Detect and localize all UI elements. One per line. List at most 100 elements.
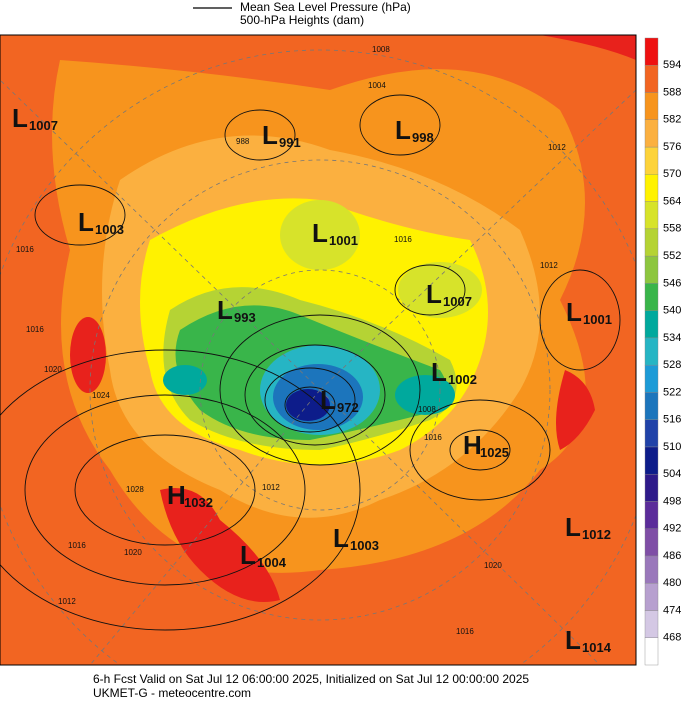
colorbar-box [644,37,659,66]
center-letter: L [565,625,581,655]
contour-label: 1004 [368,81,386,90]
contour-label: 1008 [418,405,436,414]
center-value: 991 [279,135,301,150]
center-letter: L [78,207,94,237]
center-letter: L [240,540,256,570]
colorbar-label: 522 [663,386,681,398]
contour-label: 1016 [424,433,442,442]
contour-label: 1008 [372,45,390,54]
colorbar-box [644,283,659,311]
colorbar-box [644,255,659,284]
colorbar-box [644,392,659,420]
center-value: 972 [337,400,359,415]
colorbar-box [644,555,659,584]
footer-valid: 6-h Fcst Valid on Sat Jul 12 06:00:00 20… [93,672,529,686]
legend-pressure: Mean Sea Level Pressure (hPa) [240,0,411,14]
contour-label: 1016 [394,235,412,244]
colorbar-box [644,146,659,175]
colorbar-label: 534 [663,332,681,344]
contour-label: 1012 [58,597,76,606]
colorbar-box [644,528,659,557]
colorbar-label: 504 [663,468,681,480]
center-letter: L [333,523,349,553]
center-letter: L [12,103,28,133]
colorbar-label: 546 [663,277,681,289]
contour-label: 1024 [92,391,110,400]
center-value: 1003 [350,538,379,553]
colorbar-label: 516 [663,414,681,426]
contour-label: 1012 [262,483,280,492]
center-value: 1002 [448,372,477,387]
colorbar-box [644,119,659,148]
colorbar-box [644,337,659,366]
center-letter: L [312,218,328,248]
center-value: 1001 [329,233,358,248]
center-letter: L [426,279,442,309]
colorbar-box [644,201,659,230]
footer-source: UKMET-G - meteocentre.com [93,686,251,700]
colorbar-box [644,228,659,257]
colorbar-label: 474 [663,604,681,616]
center-letter: L [565,512,581,542]
colorbar-box [644,92,659,120]
contour-label: 1028 [126,485,144,494]
center-value: 993 [234,310,256,325]
colorbar-label: 582 [663,114,681,126]
center-letter: L [262,120,278,150]
center-value: 998 [412,130,434,145]
colorbar-label: 588 [663,86,681,98]
center-value: 1001 [583,312,612,327]
center-value: 1007 [29,118,58,133]
colorbar-label: 570 [663,168,681,180]
colorbar-box [644,637,659,666]
map-frame [0,34,637,666]
colorbar-box [644,174,659,202]
colorbar-box [644,501,659,529]
colorbar-label: 498 [663,495,681,507]
center-letter: L [395,115,411,145]
colorbar-label: 486 [663,550,681,562]
colorbar-box [644,310,659,339]
contour-label: 1016 [26,325,44,334]
colorbar-box [644,610,659,638]
center-value: 1025 [480,445,509,460]
center-letter: H [167,480,186,510]
contour-label: 1020 [44,365,62,374]
center-value: 1007 [443,294,472,309]
center-value: 1032 [184,495,213,510]
colorbar-label: 540 [663,305,681,317]
contour-label: 1012 [548,143,566,152]
colorbar-label: 510 [663,441,681,453]
colorbar-box [644,65,659,93]
colorbar-label: 552 [663,250,681,262]
colorbar-label: 576 [663,141,681,153]
center-letter: L [320,385,336,415]
legend-heights: 500-hPa Heights (dam) [240,13,364,27]
contour-label: 1012 [540,261,558,270]
center-letter: H [463,430,482,460]
colorbar-label: 468 [663,632,681,644]
center-value: 1014 [582,640,612,655]
contour-label: 988 [236,137,250,146]
contour-label: 1016 [456,627,474,636]
map [0,35,636,665]
center-value: 1012 [582,527,611,542]
colorbar-label: 492 [663,523,681,535]
contour-label: 1016 [16,245,34,254]
center-value: 1003 [95,222,124,237]
colorbar-label: 594 [663,59,681,71]
contour-label: 1020 [484,561,502,570]
colorbar-label: 480 [663,577,681,589]
colorbar-box [644,446,659,475]
center-letter: L [431,357,447,387]
colorbar-box [644,473,659,502]
colorbar-label: 564 [663,195,681,207]
colorbar-label: 558 [663,223,681,235]
contour-label: 1020 [124,548,142,557]
center-letter: L [217,295,233,325]
colorbar-box [644,419,659,448]
contour-label: 1016 [68,541,86,550]
colorbar: 468 474 480 486 492 498 504 510 516 522 528 534 540 5… [644,37,681,666]
